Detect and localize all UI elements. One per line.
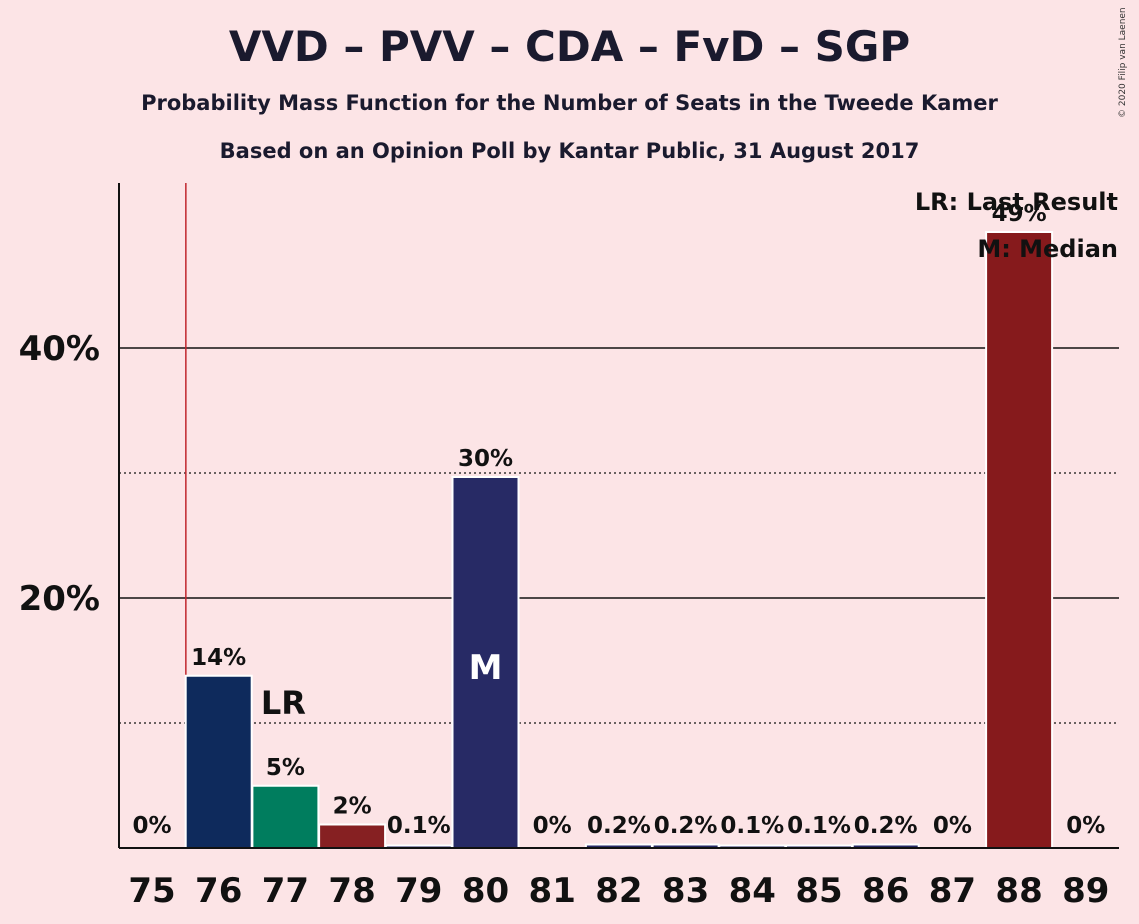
value-labels: 0%14%5%2%0.1%30%0% 0.2% 0.2% 0.1% 0.1% 0.2% 0%… bbox=[132, 201, 1105, 839]
x-tick-label-85: 85 bbox=[795, 871, 842, 911]
x-tick-label-80: 80 bbox=[462, 871, 509, 911]
value-label-77: 5% bbox=[266, 755, 305, 781]
median-marker: M bbox=[469, 648, 503, 688]
y-tick-label: 40% bbox=[19, 329, 100, 369]
value-label-79: 0.1% bbox=[387, 813, 451, 839]
bar-77 bbox=[253, 786, 318, 848]
x-tick-label-89: 89 bbox=[1062, 871, 1109, 911]
legend-median: M: Median bbox=[977, 235, 1118, 263]
value-label-86: 0.2% bbox=[854, 813, 918, 839]
value-label-80: 30% bbox=[458, 446, 513, 472]
value-label-82: 0.2% bbox=[587, 813, 651, 839]
value-label-75: 0% bbox=[132, 813, 171, 839]
x-tick-label-83: 83 bbox=[662, 871, 709, 911]
axes: 20% 40% 75 76 77 78 79 80 81 82 83 84 85 86 87 88 89 bbox=[19, 183, 1119, 911]
value-label-81: 0% bbox=[533, 813, 572, 839]
bar-outline bbox=[785, 844, 853, 848]
x-tick-label-76: 76 bbox=[195, 871, 242, 911]
x-tick-label-81: 81 bbox=[529, 871, 576, 911]
bar-outline bbox=[718, 844, 787, 848]
x-tick-label-79: 79 bbox=[395, 871, 442, 911]
x-tick-label-84: 84 bbox=[729, 871, 776, 911]
bar-86 bbox=[853, 845, 918, 848]
x-tick-label-87: 87 bbox=[929, 871, 976, 911]
x-tick-label-82: 82 bbox=[595, 871, 642, 911]
value-label-84: 0.1% bbox=[720, 813, 784, 839]
x-tick-label-78: 78 bbox=[328, 871, 375, 911]
y-tick-label: 20% bbox=[19, 579, 100, 619]
chart-subtitle: Probability Mass Function for the Number… bbox=[141, 91, 998, 115]
bar-76 bbox=[186, 676, 251, 848]
bar-82 bbox=[586, 845, 651, 848]
value-label-87: 0% bbox=[933, 813, 972, 839]
chart-source-line: Based on an Opinion Poll by Kantar Publi… bbox=[219, 139, 920, 163]
x-tick-label-77: 77 bbox=[262, 871, 309, 911]
value-label-85: 0.1% bbox=[787, 813, 851, 839]
x-tick-label-75: 75 bbox=[128, 871, 175, 911]
value-label-76: 14% bbox=[191, 645, 246, 671]
grid-lines bbox=[119, 183, 1119, 848]
bar-78 bbox=[320, 825, 385, 848]
x-tick-label-88: 88 bbox=[995, 871, 1042, 911]
value-label-88: 49% bbox=[992, 201, 1047, 227]
chart-title: VVD – PVV – CDA – FvD – SGP bbox=[228, 22, 911, 71]
last-result-marker: LR bbox=[261, 684, 306, 722]
legend-last-result: LR: Last Result bbox=[915, 188, 1118, 216]
bar-outline bbox=[384, 844, 453, 848]
value-label-78: 2% bbox=[333, 794, 372, 820]
bar-88 bbox=[987, 233, 1052, 848]
value-label-89: 0% bbox=[1066, 813, 1105, 839]
bars bbox=[184, 231, 1054, 848]
x-tick-label-86: 86 bbox=[862, 871, 909, 911]
bar-83 bbox=[653, 845, 718, 848]
value-label-83: 0.2% bbox=[654, 813, 718, 839]
bar-80 bbox=[453, 478, 518, 848]
